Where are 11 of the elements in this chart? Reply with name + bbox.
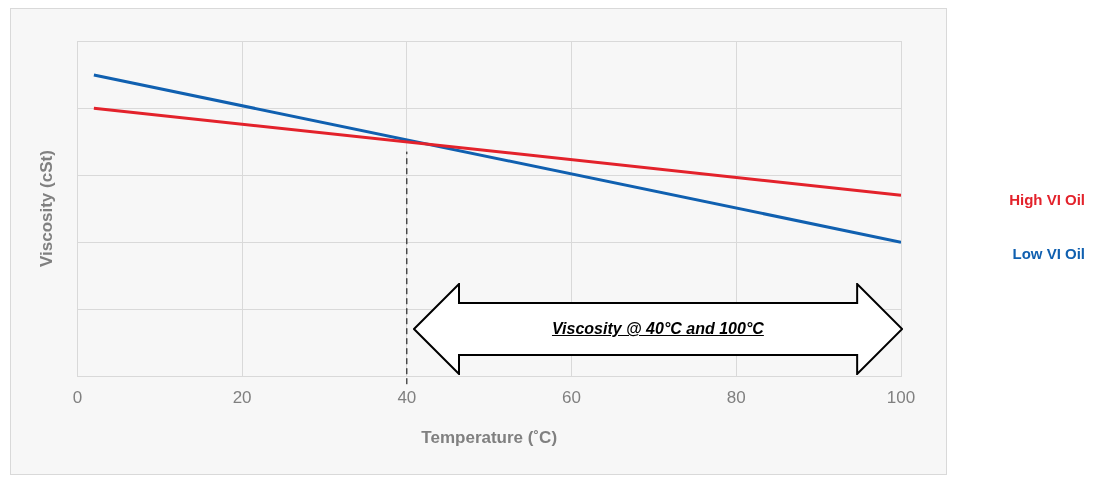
x-axis-title: Temperature (˚C) <box>421 428 558 448</box>
annotation: Viscosity @ 40°C and 100°C <box>551 320 764 339</box>
y-axis-title: Viscosity (cSt) <box>36 150 56 268</box>
x-tick-label: 80 <box>726 388 746 408</box>
x-tick-label: 0 <box>72 388 83 408</box>
x-tick-label: 20 <box>232 388 252 408</box>
x-tick-label: 40 <box>397 388 417 408</box>
x-tick-label: 100 <box>886 388 916 408</box>
text: High VI Oil <box>1009 191 1085 209</box>
text: Low VI Oil <box>1012 245 1085 263</box>
x-tick-label: 60 <box>562 388 582 408</box>
